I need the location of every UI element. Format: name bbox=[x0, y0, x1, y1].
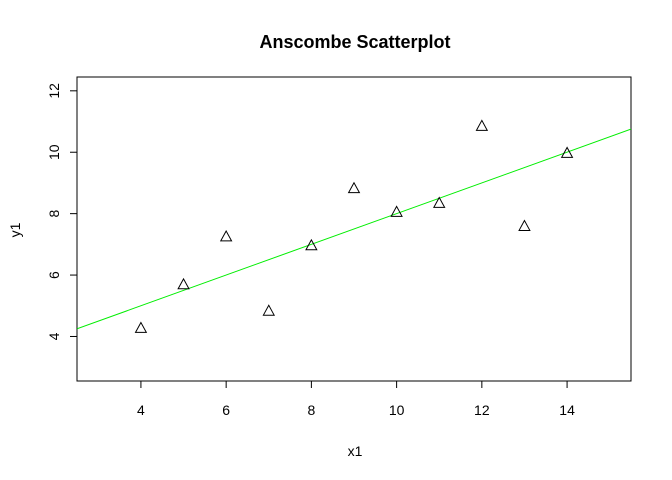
x-axis-label: x1 bbox=[348, 443, 363, 459]
data-point bbox=[432, 196, 446, 208]
data-point bbox=[518, 219, 531, 231]
plot-frame bbox=[76, 76, 632, 382]
plot-layer: 4 6 8 10 12 14 4 6 8 10 12 bbox=[46, 76, 632, 418]
chart-title: Anscombe Scatterplot bbox=[259, 32, 450, 52]
x-tick-label: 14 bbox=[559, 402, 575, 418]
x-tick-label: 8 bbox=[307, 402, 315, 418]
data-point bbox=[262, 304, 276, 316]
x-tick-label: 10 bbox=[389, 402, 405, 418]
x-tick-label: 12 bbox=[474, 402, 490, 418]
data-point bbox=[134, 321, 148, 333]
data-point bbox=[475, 119, 489, 131]
data-point bbox=[305, 238, 318, 251]
data-point bbox=[347, 181, 361, 194]
y-axis-label: y1 bbox=[7, 222, 23, 237]
y-tick-label: 8 bbox=[46, 210, 62, 218]
data-point bbox=[177, 277, 190, 290]
data-point bbox=[560, 146, 574, 158]
data-point bbox=[219, 229, 233, 242]
x-tick-label: 6 bbox=[222, 402, 230, 418]
data-point bbox=[390, 205, 403, 217]
y-tick-label: 4 bbox=[46, 332, 62, 340]
regression-line bbox=[77, 128, 631, 330]
x-tick-label: 4 bbox=[137, 402, 145, 418]
y-tick-label: 12 bbox=[46, 83, 62, 99]
y-tick-label: 10 bbox=[46, 144, 62, 160]
y-tick-label: 6 bbox=[46, 271, 62, 279]
